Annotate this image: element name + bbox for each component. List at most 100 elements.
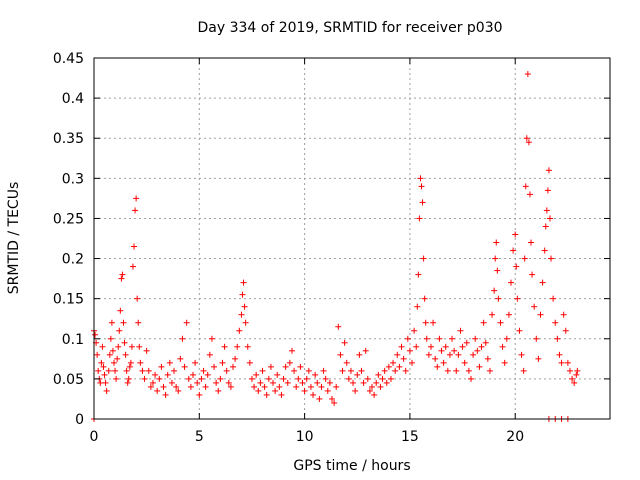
data-point xyxy=(320,367,327,374)
data-point xyxy=(574,367,581,374)
data-point xyxy=(137,359,144,366)
data-point xyxy=(436,335,443,342)
data-point xyxy=(493,239,500,246)
y-tick-label: 0.1 xyxy=(62,332,84,348)
data-point xyxy=(173,383,180,390)
data-point xyxy=(248,375,255,382)
data-point xyxy=(265,375,272,382)
data-point xyxy=(115,343,122,350)
data-point xyxy=(513,263,520,270)
data-point xyxy=(550,295,557,302)
y-tick-label: 0.35 xyxy=(53,131,84,147)
data-point xyxy=(92,331,99,338)
data-point xyxy=(107,335,114,342)
data-point xyxy=(494,267,501,274)
data-point xyxy=(168,379,175,386)
data-point xyxy=(113,375,120,382)
data-point xyxy=(202,383,209,390)
data-point xyxy=(573,371,580,378)
data-point xyxy=(177,355,184,362)
data-point xyxy=(106,351,113,358)
data-point xyxy=(392,367,399,374)
data-point xyxy=(414,303,421,310)
data-point xyxy=(438,347,445,354)
data-point xyxy=(453,367,460,374)
data-point xyxy=(350,379,357,386)
data-point xyxy=(123,367,130,374)
data-point xyxy=(522,183,529,190)
data-point xyxy=(282,363,289,370)
data-point xyxy=(208,335,215,342)
data-point xyxy=(240,279,247,286)
data-point xyxy=(125,375,132,382)
data-point xyxy=(566,367,573,374)
data-point xyxy=(136,343,143,350)
data-point xyxy=(234,343,241,350)
data-point xyxy=(356,351,363,358)
data-point xyxy=(116,327,123,334)
data-point xyxy=(390,359,397,366)
data-point xyxy=(183,319,190,326)
data-point xyxy=(200,367,207,374)
data-point xyxy=(544,187,551,194)
data-point xyxy=(185,375,192,382)
data-point xyxy=(331,399,338,406)
x-tick-label: 15 xyxy=(401,429,419,445)
data-point xyxy=(145,367,152,374)
y-tick-label: 0.2 xyxy=(62,252,84,268)
data-point xyxy=(482,339,489,346)
data-point xyxy=(417,175,424,182)
data-point xyxy=(276,383,283,390)
data-point xyxy=(225,379,232,386)
data-point xyxy=(422,319,429,326)
data-point xyxy=(387,375,394,382)
data-point xyxy=(192,359,199,366)
data-point xyxy=(560,311,567,318)
chart-title: Day 334 of 2019, SRMTID for receiver p03… xyxy=(197,20,502,36)
data-point xyxy=(521,255,528,262)
data-point xyxy=(345,375,352,382)
data-point xyxy=(120,319,127,326)
data-point xyxy=(95,367,102,374)
y-tick-label: 0.3 xyxy=(62,171,84,187)
data-point xyxy=(139,367,146,374)
data-point xyxy=(420,255,427,262)
data-point xyxy=(280,375,287,382)
data-point xyxy=(531,303,538,310)
data-point xyxy=(459,343,466,350)
data-point xyxy=(516,327,523,334)
data-point xyxy=(318,383,325,390)
data-point xyxy=(542,223,549,230)
data-point xyxy=(449,335,456,342)
data-point xyxy=(427,343,434,350)
data-point xyxy=(284,379,291,386)
data-point xyxy=(119,271,126,278)
data-point xyxy=(383,379,390,386)
data-point xyxy=(213,379,220,386)
y-axis-ticks: 0 0.05 0.1 0.15 0.2 0.25 0.3 0.35 0.4 0.45 xyxy=(53,51,610,428)
data-point xyxy=(133,195,140,202)
data-point xyxy=(406,347,413,354)
data-point xyxy=(486,367,493,374)
data-point xyxy=(366,387,373,394)
data-point xyxy=(529,271,536,278)
data-point xyxy=(491,287,498,294)
data-point xyxy=(478,343,485,350)
data-point xyxy=(416,215,423,222)
data-point xyxy=(127,359,134,366)
data-point xyxy=(98,359,105,366)
y-tick-label: 0.45 xyxy=(53,51,84,67)
data-point xyxy=(503,335,510,342)
data-point xyxy=(255,387,262,394)
data-point xyxy=(398,343,405,350)
data-point xyxy=(105,367,112,374)
data-point xyxy=(409,359,416,366)
data-point xyxy=(251,383,258,390)
data-point xyxy=(394,351,401,358)
data-point xyxy=(303,375,310,382)
data-point xyxy=(528,239,535,246)
data-point xyxy=(396,363,403,370)
data-point xyxy=(352,387,359,394)
data-point xyxy=(166,359,173,366)
